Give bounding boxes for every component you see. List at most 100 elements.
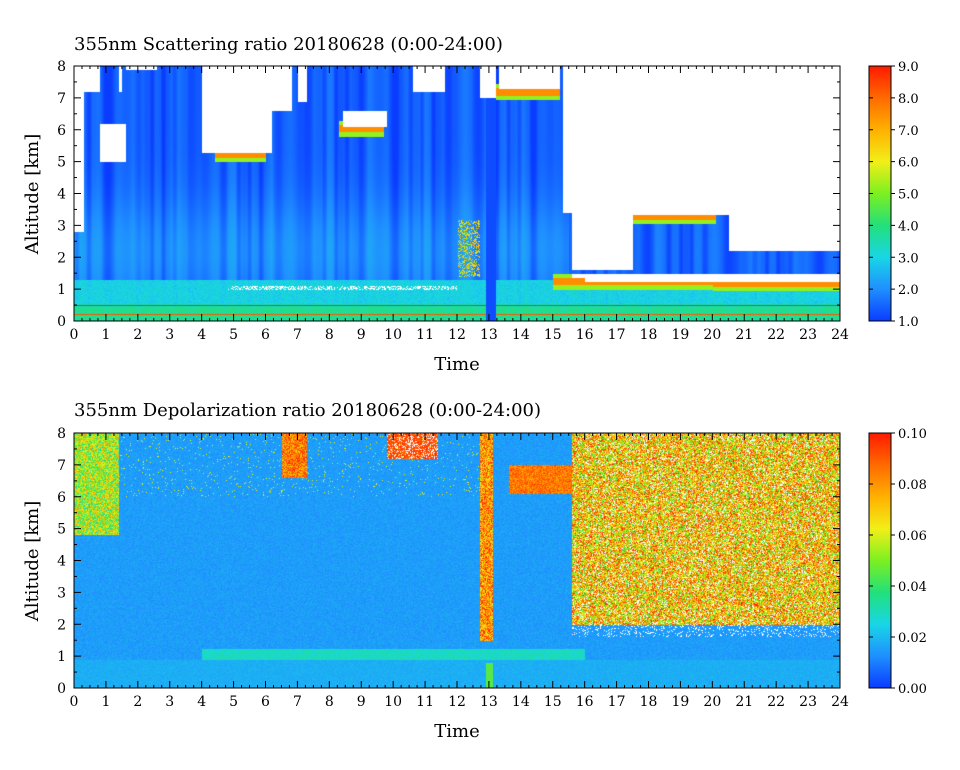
colorbar-tick-label: 0.06	[898, 529, 927, 544]
x-tick-label: 4	[197, 327, 206, 343]
colorbar-tick-label: 5.0	[898, 188, 919, 203]
x-tick-label: 3	[165, 694, 174, 710]
y-tick-label: 4	[57, 554, 66, 570]
x-tick-label: 4	[197, 694, 206, 710]
x-tick-label: 22	[767, 327, 785, 343]
x-tick-label: 10	[384, 694, 402, 710]
x-tick-label: 0	[70, 694, 79, 710]
x-tick-label: 9	[357, 327, 366, 343]
y-tick-label: 8	[57, 59, 66, 75]
x-tick-label: 9	[357, 694, 366, 710]
x-axis-label: Time	[434, 354, 479, 375]
x-tick-label: 17	[608, 327, 626, 343]
y-tick-label: 6	[57, 490, 66, 506]
x-tick-label: 7	[293, 694, 302, 710]
y-tick-label: 3	[57, 585, 66, 601]
y-tick-label: 0	[57, 314, 66, 330]
x-axis-ticks: 0 1 2 3 4 5 6 7 8 9 10 11 12 13 14 15 16 17 18 19 20 21 22 23 24	[70, 66, 849, 343]
x-tick-label: 5	[229, 694, 238, 710]
colorbar: 0.00 0.02 0.04 0.06 0.08 0.10	[868, 427, 927, 697]
x-axis-label: Time	[434, 721, 479, 742]
x-tick-label: 14	[512, 694, 530, 710]
colorbar-tick-label: 0.04	[898, 580, 927, 595]
x-tick-label: 23	[799, 327, 817, 343]
x-tick-label: 18	[640, 327, 658, 343]
y-tick-label: 5	[57, 155, 66, 171]
y-tick-label: 2	[57, 250, 66, 266]
colorbar: 1.0 2.0 3.0 4.0 5.0 6.0 7.0 8.0 9.0	[868, 60, 919, 330]
y-tick-label: 1	[57, 282, 66, 298]
x-tick-label: 1	[101, 327, 110, 343]
x-tick-label: 15	[544, 327, 562, 343]
y-tick-label: 3	[57, 218, 66, 234]
heatmap-image	[74, 66, 840, 321]
x-tick-label: 24	[831, 694, 849, 710]
depolarization-ratio-panel: 355nm Depolarization ratio 20180628 (0:0…	[22, 400, 927, 742]
x-tick-label: 1	[101, 694, 110, 710]
x-tick-label: 10	[384, 327, 402, 343]
x-tick-label: 17	[608, 694, 626, 710]
y-tick-label: 6	[57, 123, 66, 139]
x-tick-label: 19	[672, 694, 690, 710]
panel-title: 355nm Scattering ratio 20180628 (0:00-24…	[74, 34, 503, 55]
colorbar-tick-label: 6.0	[898, 156, 919, 171]
y-tick-label: 7	[57, 91, 66, 107]
x-tick-label: 21	[735, 694, 753, 710]
x-tick-label: 11	[416, 694, 434, 710]
y-tick-label: 7	[57, 458, 66, 474]
colorbar-tick-label: 3.0	[898, 251, 919, 266]
x-tick-label: 19	[672, 327, 690, 343]
y-axis-label: Altitude [km]	[22, 501, 43, 623]
x-tick-label: 16	[576, 694, 594, 710]
y-tick-label: 1	[57, 649, 66, 665]
x-tick-label: 12	[448, 327, 466, 343]
x-tick-label: 23	[799, 694, 817, 710]
colorbar-tick-label: 4.0	[898, 219, 919, 234]
panel-title: 355nm Depolarization ratio 20180628 (0:0…	[74, 400, 541, 421]
y-tick-label: 8	[57, 426, 66, 442]
x-tick-label: 6	[261, 694, 270, 710]
x-tick-label: 15	[544, 694, 562, 710]
colorbar-tick-label: 0.08	[898, 478, 927, 493]
colorbar-tick-label: 0.02	[898, 631, 927, 646]
colorbar-tick-label: 7.0	[898, 124, 919, 139]
x-tick-label: 2	[133, 694, 142, 710]
x-tick-label: 20	[703, 694, 721, 710]
x-tick-label: 5	[229, 327, 238, 343]
x-tick-label: 6	[261, 327, 270, 343]
scattering-ratio-panel: 355nm Scattering ratio 20180628 (0:00-24…	[22, 34, 919, 375]
x-tick-label: 21	[735, 327, 753, 343]
y-axis-label: Altitude [km]	[22, 134, 43, 256]
x-tick-label: 11	[416, 327, 434, 343]
y-axis-ticks: 0 1 2 3 4 5 6 7 8	[57, 59, 840, 330]
x-tick-label: 8	[325, 327, 334, 343]
x-axis-ticks: 0 1 2 3 4 5 6 7 8 9 10 11 12 13 14 15 16 17 18 19 20 21 22 23 24	[70, 433, 849, 710]
x-tick-label: 3	[165, 327, 174, 343]
x-tick-label: 13	[480, 694, 498, 710]
x-tick-label: 13	[480, 327, 498, 343]
colorbar-tick-label: 9.0	[898, 60, 919, 75]
x-tick-label: 16	[576, 327, 594, 343]
colorbar-tick-label: 0.10	[898, 427, 927, 442]
colorbar-tick-label: 8.0	[898, 92, 919, 107]
y-tick-label: 0	[57, 681, 66, 697]
heatmap-image	[74, 433, 840, 688]
colorbar-scale	[868, 432, 892, 689]
x-tick-label: 14	[512, 327, 530, 343]
colorbar-tick-label: 2.0	[898, 283, 919, 298]
x-tick-label: 18	[640, 694, 658, 710]
y-tick-label: 5	[57, 522, 66, 538]
y-tick-label: 4	[57, 187, 66, 203]
colorbar-tick-label: 0.00	[898, 682, 927, 697]
x-tick-label: 24	[831, 327, 849, 343]
colorbar-tick-label: 1.0	[898, 315, 919, 330]
x-tick-label: 2	[133, 327, 142, 343]
x-tick-label: 8	[325, 694, 334, 710]
x-tick-label: 12	[448, 694, 466, 710]
x-tick-label: 20	[703, 327, 721, 343]
x-tick-label: 7	[293, 327, 302, 343]
y-tick-label: 2	[57, 617, 66, 633]
x-tick-label: 0	[70, 327, 79, 343]
x-tick-label: 22	[767, 694, 785, 710]
